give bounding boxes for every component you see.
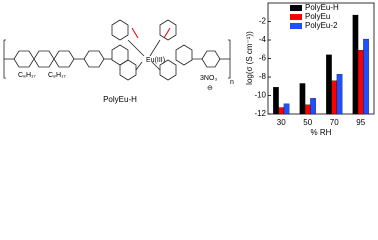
alkyl-label: C₈H₁₇ <box>48 72 66 79</box>
structure: Eu(III) C₈H₁₇ C₈H₁₇ 3NO₃ ⊖ n PolyEu-H <box>3 19 234 104</box>
y-tick-label: -6 <box>259 54 267 63</box>
bar <box>273 87 279 115</box>
bar <box>299 83 306 115</box>
bar <box>331 80 338 115</box>
bar <box>278 107 285 115</box>
bar <box>310 98 316 115</box>
x-tick-label: 50 <box>303 118 312 127</box>
bar <box>363 38 369 115</box>
legend-swatch <box>290 5 302 11</box>
counterion-label: 3NO₃ <box>200 75 217 82</box>
figure: Eu(III) C₈H₁₇ C₈H₁₇ 3NO₃ ⊖ n PolyEu-H lo… <box>3 2 375 137</box>
bar <box>357 50 364 115</box>
metal-label: Eu(III) <box>146 57 165 64</box>
alkyl-label: C₈H₁₇ <box>18 72 36 79</box>
bar <box>336 74 343 115</box>
x-tick-label: 95 <box>356 118 365 127</box>
legend-label: PolyEu <box>305 12 330 21</box>
y-tick-label: -10 <box>254 91 266 100</box>
y-tick-label: -8 <box>259 72 267 81</box>
x-tick-label: 70 <box>330 118 339 127</box>
legend-label: PolyEu-H <box>305 3 339 12</box>
structure-name: PolyEu-H <box>103 95 137 104</box>
y-tick-label: -12 <box>254 109 266 118</box>
y-axis-title: log(σ (S cm⁻¹)) <box>245 31 254 85</box>
repeat-label: n <box>230 79 234 86</box>
bar <box>283 103 290 115</box>
x-axis-title: % RH <box>311 128 332 137</box>
bar <box>304 104 311 115</box>
y-tick-label: -4 <box>259 35 267 44</box>
charge-label: ⊖ <box>207 85 213 92</box>
x-tick-label: 30 <box>277 118 286 127</box>
bar <box>326 54 332 115</box>
legend-swatch <box>290 14 302 20</box>
y-tick-label: -2 <box>259 17 267 26</box>
legend-label: PolyEu-2 <box>305 21 338 30</box>
bar <box>352 14 359 115</box>
legend-swatch <box>290 23 302 29</box>
